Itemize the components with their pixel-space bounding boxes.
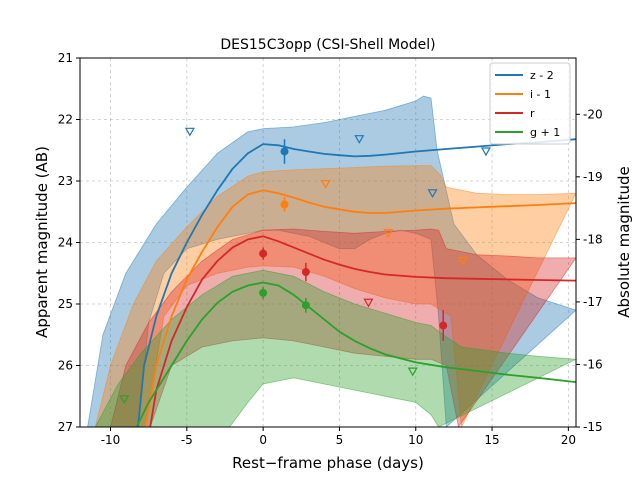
- upper-limit-marker: [184, 127, 195, 137]
- legend-label-1: i - 1: [530, 88, 551, 101]
- detection-point: [280, 147, 289, 156]
- model-line-2: [149, 235, 577, 428]
- upper-limit-marker: [363, 298, 374, 308]
- x-tick-label: 15: [484, 433, 499, 447]
- model-line-0: [137, 138, 577, 428]
- y-right-tick-label: -20: [583, 107, 603, 121]
- y-tick-label: 23: [58, 174, 73, 188]
- y-tick-label: 24: [58, 236, 73, 250]
- detection-point: [301, 301, 310, 310]
- x-tick-label: 0: [259, 433, 267, 447]
- y-tick-label: 25: [58, 297, 73, 311]
- legend-box: [489, 62, 571, 145]
- x-tick-label: -10: [101, 433, 121, 447]
- upper-limit-marker: [320, 179, 331, 189]
- y-axis-right-label: Absolute magnitude: [615, 166, 633, 317]
- y-right-tick-label: -15: [583, 420, 603, 434]
- upper-limit-marker: [407, 367, 418, 377]
- upper-limit-marker: [480, 147, 491, 157]
- upper-limit-marker: [458, 256, 469, 266]
- detection-point: [259, 288, 268, 297]
- y-axis-label: Apparent magnitude (AB): [33, 146, 51, 338]
- legend: z - 2 i - 1 r g + 1: [489, 62, 571, 145]
- detection-point: [259, 249, 268, 258]
- upper-limit-marker: [354, 135, 365, 144]
- x-tick-label: 5: [336, 433, 344, 447]
- model-line-1: [144, 189, 577, 428]
- x-tick-label: 10: [408, 433, 423, 447]
- y-right-tick-label: -19: [583, 170, 603, 184]
- legend-label-0: z - 2: [530, 69, 554, 82]
- y-right-tick-label: -17: [583, 295, 603, 309]
- y-tick-label: 26: [58, 359, 73, 373]
- upper-limit-marker: [119, 395, 130, 405]
- legend-label-3: g + 1: [530, 126, 560, 139]
- detection-point: [439, 321, 448, 330]
- x-tick-label: -5: [181, 433, 193, 447]
- upper-limit-marker: [383, 229, 394, 238]
- axis-ticks: -10 -5 0 5 10 15 20 21 22 23 24 25 26 27 -20 -19 -18 -17 -…: [58, 51, 603, 447]
- y-right-tick-label: -16: [583, 357, 603, 371]
- detection-point: [280, 200, 289, 209]
- y-tick-label: 22: [58, 113, 73, 127]
- x-tick-label: 20: [561, 433, 576, 447]
- y-right-tick-label: -18: [583, 232, 603, 246]
- model-band-3: [94, 269, 578, 428]
- y-tick-label: 27: [58, 420, 73, 434]
- chart-title: DES15C3opp (CSI-Shell Model): [220, 37, 435, 53]
- data-points: [119, 127, 491, 405]
- legend-label-2: r: [530, 107, 535, 120]
- x-axis-label: Rest−frame phase (days): [232, 454, 424, 472]
- detection-point: [301, 268, 310, 277]
- upper-limit-marker: [427, 189, 438, 199]
- y-tick-label: 21: [58, 51, 73, 65]
